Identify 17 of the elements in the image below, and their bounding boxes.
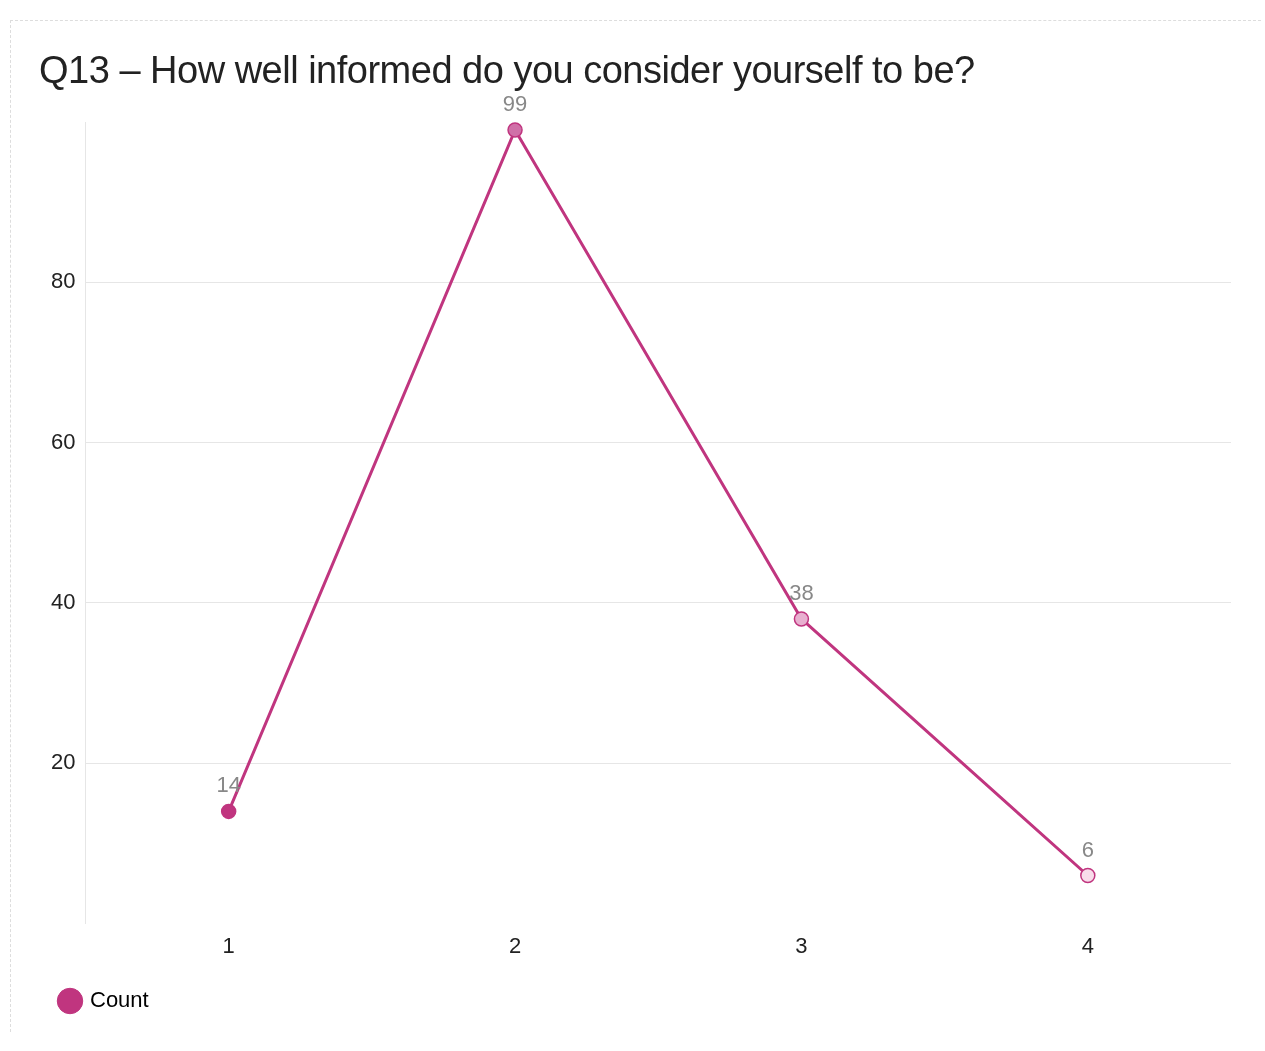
point xyxy=(220,803,237,820)
data-label: 6 xyxy=(1081,836,1094,862)
x-tick-label: 2 xyxy=(508,932,522,958)
legend-label: Count xyxy=(90,987,149,1013)
data-label: 99 xyxy=(502,91,528,117)
y-tick-label: 20 xyxy=(50,749,76,775)
point xyxy=(793,611,810,627)
point xyxy=(1080,867,1096,884)
y-tick-label: 60 xyxy=(50,428,76,454)
x-tick-label: 4 xyxy=(1081,932,1094,958)
y-tick-label: 40 xyxy=(50,589,76,615)
point xyxy=(507,122,523,138)
chart-title: Q13 – How well informed do you consider yourself to be? xyxy=(39,49,976,92)
y-tick-label: 80 xyxy=(50,268,76,294)
x-tick-label: 3 xyxy=(795,932,808,958)
data-label: 38 xyxy=(789,580,814,606)
x-tick-label: 1 xyxy=(222,932,235,958)
